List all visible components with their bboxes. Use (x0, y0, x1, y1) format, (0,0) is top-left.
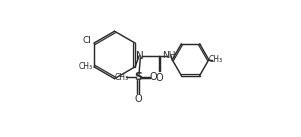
Text: Cl: Cl (83, 36, 92, 45)
Text: N: N (136, 51, 144, 61)
Text: S: S (134, 72, 142, 82)
Text: O: O (135, 94, 142, 104)
Text: CH₃: CH₃ (78, 62, 92, 71)
Text: O: O (156, 73, 163, 83)
Text: CH₃: CH₃ (209, 55, 223, 64)
Text: O: O (150, 72, 157, 82)
Text: NH: NH (162, 51, 175, 60)
Text: CH₃: CH₃ (115, 73, 129, 82)
